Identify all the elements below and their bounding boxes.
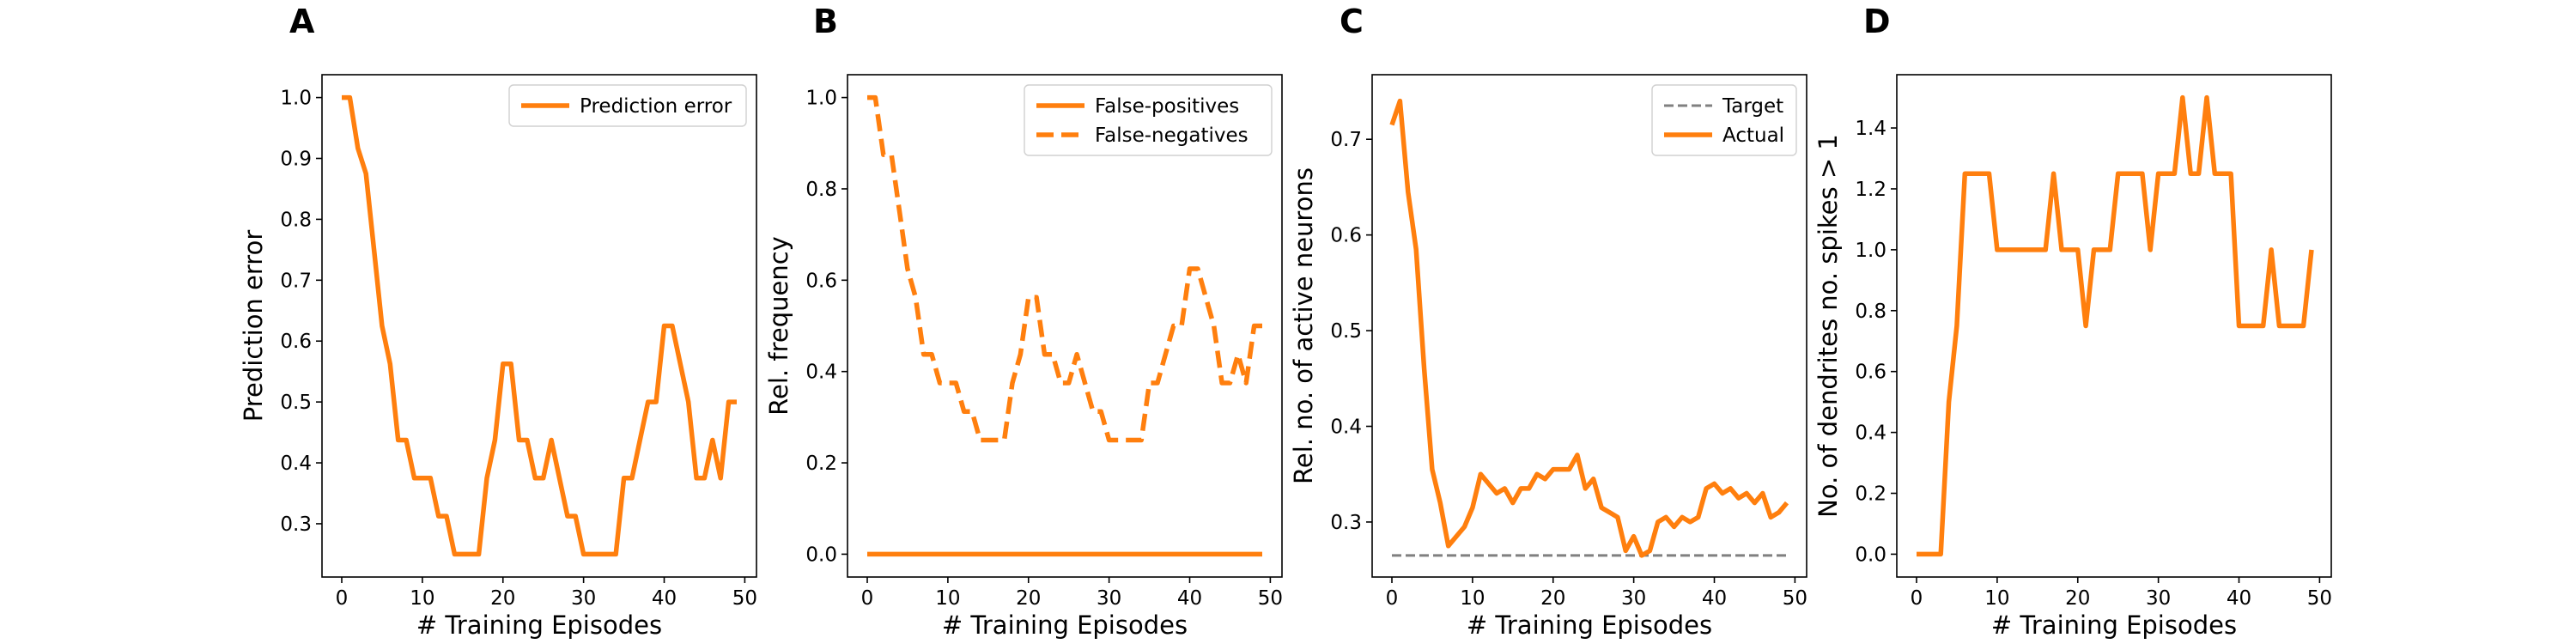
legend-box — [1651, 84, 1797, 156]
legend-label: Actual — [1722, 125, 1784, 147]
x-axis-label: # Training Episodes — [1467, 611, 1712, 640]
series-line-actual — [1389, 98, 1789, 558]
series-line-value — [1917, 94, 2314, 557]
x-tick-label: 10 — [1460, 587, 1485, 610]
y-tick-label: 1.0 — [1855, 240, 1886, 262]
x-tick-label: 20 — [1016, 587, 1041, 610]
y-tick-label: 0.6 — [805, 270, 837, 292]
x-tick-label: 30 — [2146, 587, 2171, 610]
x-tick-label: 0 — [1911, 587, 1923, 610]
panel-letter: B — [813, 3, 838, 40]
axes-frame — [847, 74, 1283, 578]
x-axis-label: # Training Episodes — [942, 611, 1188, 640]
x-tick-label: 40 — [2227, 587, 2251, 610]
y-tick-label: 0.6 — [1855, 361, 1886, 384]
x-tick-label: 30 — [1621, 587, 1646, 610]
y-tick-label: 0.8 — [280, 209, 312, 231]
y-tick-label: 0.7 — [280, 270, 312, 292]
legend-label: Target — [1722, 95, 1783, 118]
y-tick-label: 0.5 — [1330, 320, 1362, 343]
y-tick-label: 1.0 — [805, 88, 837, 110]
x-tick-label: 40 — [1177, 587, 1202, 610]
y-tick-label: 0.8 — [1855, 301, 1886, 323]
y-tick-label: 0.6 — [280, 331, 312, 353]
y-tick-label: 0.4 — [1855, 422, 1886, 445]
y-tick-label: 0.0 — [805, 544, 837, 566]
x-tick-label: 30 — [1097, 587, 1121, 610]
x-tick-label: 50 — [1783, 587, 1807, 610]
y-tick-label: 0.2 — [1855, 483, 1886, 506]
y-tick-label: 1.2 — [1855, 179, 1886, 201]
x-axis-label: # Training Episodes — [1991, 611, 2237, 640]
y-tick-label: 0.2 — [805, 453, 837, 475]
x-tick-label: 50 — [2307, 587, 2332, 610]
y-tick-label: 0.4 — [805, 361, 837, 384]
y-tick-label: 0.3 — [280, 513, 312, 536]
y-axis-label: Rel. frequency — [764, 236, 793, 416]
y-tick-label: 0.8 — [805, 179, 837, 201]
series-line-false-negatives — [867, 94, 1262, 443]
panel-letter: A — [289, 3, 315, 40]
legend: False-positives False-negatives — [1024, 84, 1273, 156]
x-tick-label: 0 — [1386, 587, 1399, 610]
x-tick-label: 0 — [336, 587, 349, 610]
y-tick-label: 0.0 — [1855, 544, 1886, 566]
x-axis-label: # Training Episodes — [416, 611, 662, 640]
legend: Prediction error — [508, 84, 747, 127]
y-tick-label: 1.0 — [280, 88, 312, 110]
legend-label: False-positives — [1095, 95, 1239, 118]
panel-b: B 0 10 20 30 40 50 0.0 0.2 0.4 0.6 0.8 1.0 # Training… — [764, 3, 1283, 640]
x-tick-label: 20 — [1540, 587, 1565, 610]
x-tick-label: 40 — [652, 587, 677, 610]
x-tick-label: 20 — [2065, 587, 2090, 610]
axes-frame — [1896, 74, 2332, 578]
panel-letter: C — [1340, 3, 1364, 40]
x-tick-label: 10 — [935, 587, 960, 610]
y-axis-label: No. of dendrites no. spikes > 1 — [1814, 134, 1843, 518]
x-tick-label: 20 — [490, 587, 515, 610]
y-tick-label: 0.6 — [1330, 225, 1362, 247]
y-tick-label: 0.9 — [280, 149, 312, 171]
series-line-prediction-error — [342, 94, 737, 557]
panel-c: C 0 10 20 30 40 50 0.3 0.4 0.5 0.6 0.7 # Training Ep… — [1289, 3, 1807, 640]
y-axis-label: Prediction error — [239, 230, 268, 422]
axes-frame — [1371, 74, 1807, 578]
x-tick-label: 10 — [410, 587, 434, 610]
y-tick-label: 0.5 — [280, 392, 312, 414]
legend: Target Actual — [1651, 84, 1797, 156]
y-tick-label: 0.4 — [1330, 416, 1362, 439]
y-tick-label: 0.7 — [1330, 129, 1362, 151]
legend-label: False-negatives — [1095, 125, 1249, 147]
y-tick-label: 0.3 — [1330, 512, 1362, 534]
legend-box — [508, 84, 747, 127]
x-tick-label: 50 — [1258, 587, 1283, 610]
x-tick-label: 0 — [861, 587, 874, 610]
panel-d: D 0 10 20 30 40 50 0.0 0.2 0.4 0.6 0.8 1.0 1.2 1.4 # Tr… — [1814, 3, 2332, 640]
y-tick-label: 1.4 — [1855, 118, 1886, 140]
panel-a: A 0 10 20 30 40 50 0.3 0.4 0.5 0.6 0.7 0.8 0.9 1.0 # Tr… — [239, 3, 757, 640]
x-tick-label: 10 — [1984, 587, 2009, 610]
y-axis-label: Rel. no. of active neurons — [1289, 167, 1318, 484]
panel-letter: D — [1863, 3, 1891, 40]
x-tick-label: 30 — [571, 587, 596, 610]
y-tick-label: 0.4 — [280, 453, 312, 475]
x-tick-label: 40 — [1702, 587, 1727, 610]
x-tick-label: 50 — [732, 587, 757, 610]
legend-label: Prediction error — [580, 95, 732, 118]
axes-frame — [321, 74, 757, 578]
legend-box — [1024, 84, 1273, 156]
